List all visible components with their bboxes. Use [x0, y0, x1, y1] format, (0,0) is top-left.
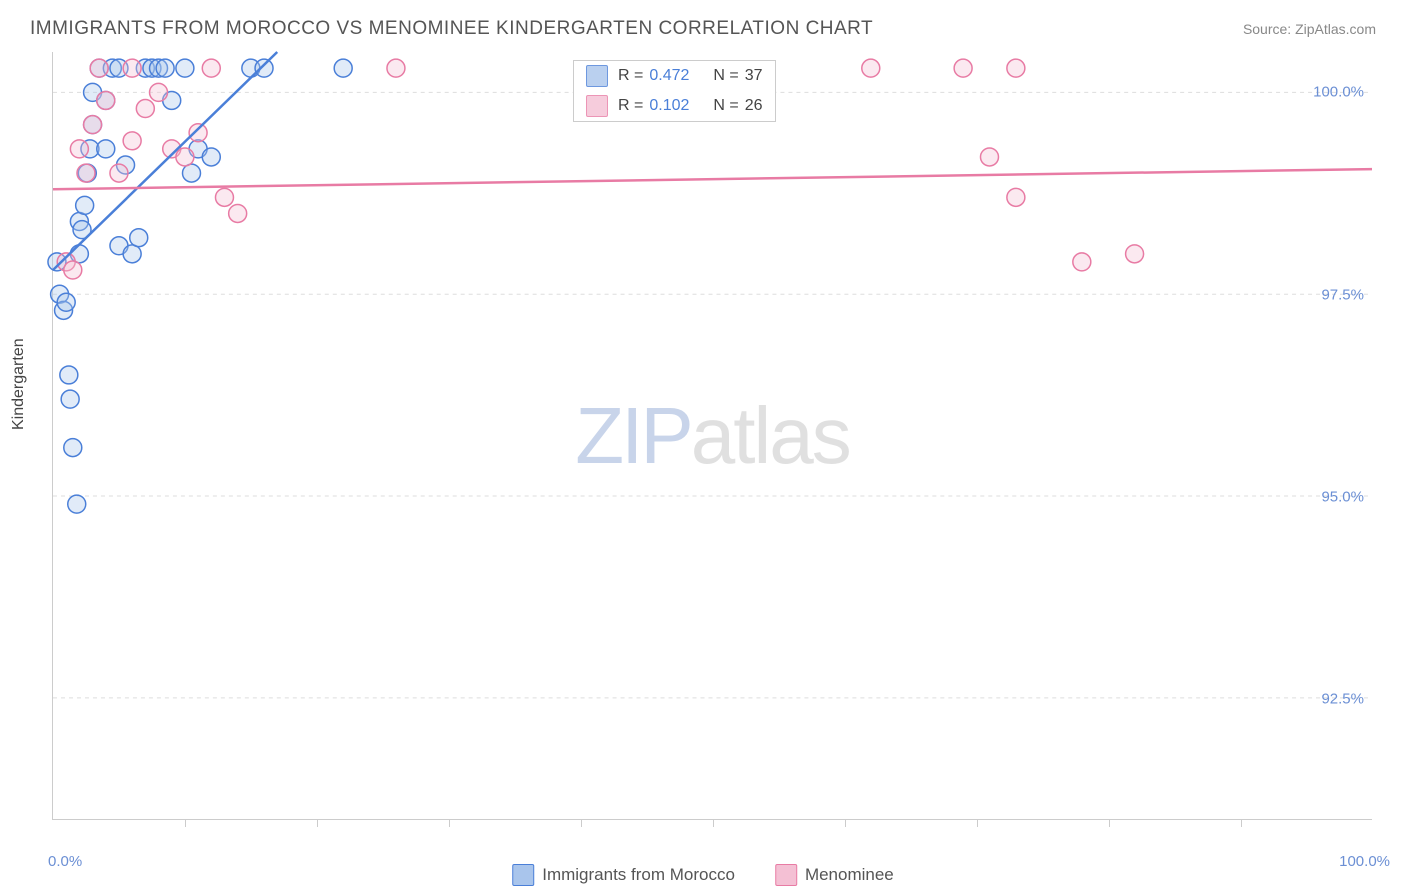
legend-item-morocco: Immigrants from Morocco [512, 864, 735, 886]
y-tick-label: 92.5% [1321, 690, 1364, 707]
data-point [84, 116, 102, 134]
x-tick [713, 819, 714, 827]
data-point [123, 59, 141, 77]
legend-n-label: N = [713, 67, 738, 85]
y-tick-label: 100.0% [1313, 84, 1364, 101]
data-point [334, 59, 352, 77]
data-point [136, 100, 154, 118]
data-point [202, 148, 220, 166]
data-point [215, 188, 233, 206]
data-point [176, 59, 194, 77]
swatch-morocco [512, 864, 534, 886]
y-tick-label: 97.5% [1321, 286, 1364, 303]
x-tick [845, 819, 846, 827]
x-tick [581, 819, 582, 827]
data-point [64, 439, 82, 457]
data-point [1126, 245, 1144, 263]
legend-swatch [586, 65, 608, 87]
x-tick [977, 819, 978, 827]
x-axis-min-label: 0.0% [48, 853, 82, 870]
data-point [202, 59, 220, 77]
data-point [183, 164, 201, 182]
legend-label-morocco: Immigrants from Morocco [542, 865, 735, 885]
legend-n-value: 37 [745, 67, 763, 85]
correlation-legend-row: R = 0.472 N = 37 [574, 61, 775, 91]
x-tick [317, 819, 318, 827]
data-point [68, 495, 86, 513]
correlation-legend: R = 0.472 N = 37 R = 0.102 N = 26 [573, 60, 776, 122]
legend-n-label: N = [713, 97, 738, 115]
swatch-menominee [775, 864, 797, 886]
data-point [862, 59, 880, 77]
data-point [64, 261, 82, 279]
y-tick-label: 95.0% [1321, 488, 1364, 505]
trend-line [53, 169, 1372, 189]
correlation-legend-row: R = 0.102 N = 26 [574, 91, 775, 121]
data-point [189, 124, 207, 142]
x-tick [1109, 819, 1110, 827]
data-point [97, 140, 115, 158]
data-point [77, 164, 95, 182]
chart-title: IMMIGRANTS FROM MOROCCO VS MENOMINEE KIN… [30, 18, 873, 40]
legend-r-value: 0.472 [649, 67, 689, 85]
data-point [150, 83, 168, 101]
legend-r-value: 0.102 [649, 97, 689, 115]
data-point [90, 59, 108, 77]
y-axis-label: Kindergarten [10, 338, 28, 430]
data-point [57, 293, 75, 311]
x-tick [185, 819, 186, 827]
legend-n-value: 26 [745, 97, 763, 115]
data-point [76, 196, 94, 214]
legend-r-label: R = [618, 67, 643, 85]
data-point [61, 390, 79, 408]
legend-item-menominee: Menominee [775, 864, 894, 886]
data-point [1007, 188, 1025, 206]
data-point [70, 140, 88, 158]
source-attribution: Source: ZipAtlas.com [1243, 21, 1376, 37]
x-tick [1241, 819, 1242, 827]
data-point [123, 245, 141, 263]
data-point [387, 59, 405, 77]
data-point [176, 148, 194, 166]
legend-swatch [586, 95, 608, 117]
data-point [156, 59, 174, 77]
data-point [60, 366, 78, 384]
x-axis-max-label: 100.0% [1339, 853, 1390, 870]
plot-area: ZIPatlas 100.0%97.5%95.0%92.5% R = 0.472… [52, 52, 1372, 820]
data-point [1007, 59, 1025, 77]
data-point [97, 91, 115, 109]
data-point [980, 148, 998, 166]
data-point [1073, 253, 1091, 271]
data-point [255, 59, 273, 77]
data-point [110, 164, 128, 182]
data-point [229, 204, 247, 222]
data-point [954, 59, 972, 77]
legend-r-label: R = [618, 97, 643, 115]
legend-label-menominee: Menominee [805, 865, 894, 885]
scatter-chart [53, 52, 1372, 819]
data-point [130, 229, 148, 247]
data-point [123, 132, 141, 150]
bottom-legend: Immigrants from Morocco Menominee [512, 864, 894, 886]
x-tick [449, 819, 450, 827]
